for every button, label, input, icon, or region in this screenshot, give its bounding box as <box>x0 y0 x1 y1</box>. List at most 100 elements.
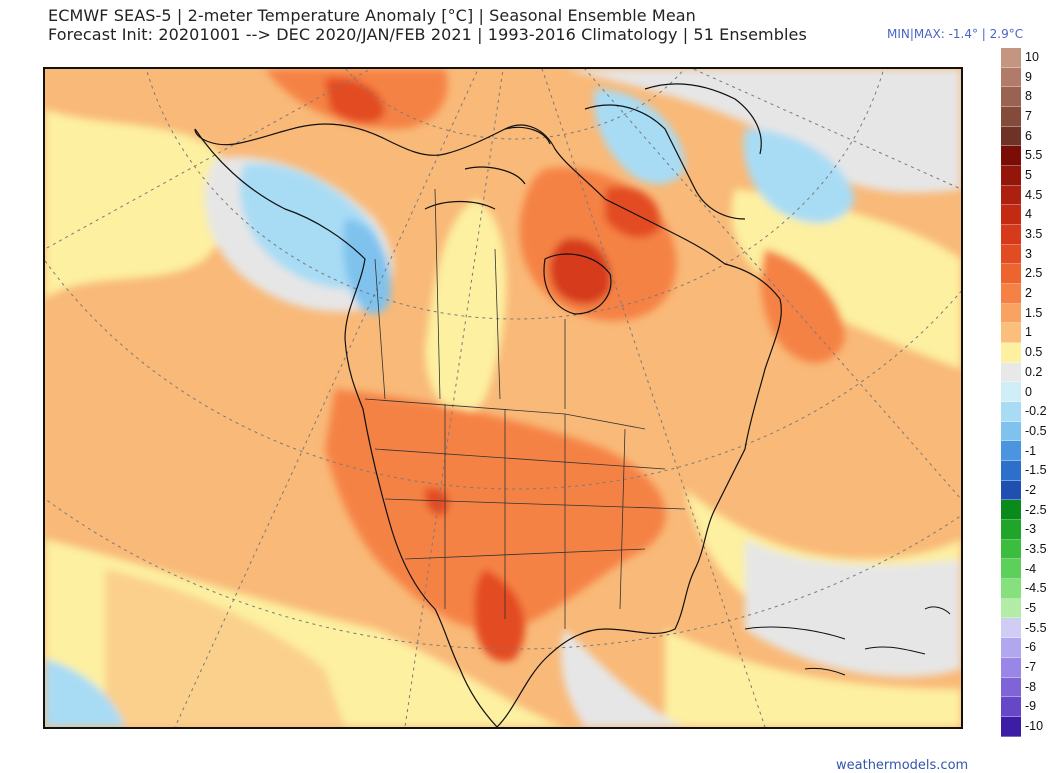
map-subtitle: Forecast Init: 20201001 --> DEC 2020/JAN… <box>48 25 807 44</box>
colorbar-label: -9 <box>1025 699 1037 714</box>
temperature-colorbar <box>1001 48 1021 737</box>
north-pacific-yellow <box>45 109 234 299</box>
colorbar-label: 1.5 <box>1025 305 1043 320</box>
colorbar-swatch <box>1001 638 1021 658</box>
colorbar-label: 3.5 <box>1025 227 1043 241</box>
colorbar-label: -0.5 <box>1025 423 1047 438</box>
watermark: weathermodels.com <box>836 758 969 773</box>
colorbar-swatch <box>1001 284 1021 304</box>
greenland-east-cold <box>743 129 855 223</box>
colorbar-swatch <box>1001 480 1021 501</box>
colorbar-label: -8 <box>1025 679 1037 694</box>
political-borders <box>364 188 686 629</box>
colorbar-label: 4 <box>1025 207 1032 222</box>
colorbar-label: 3 <box>1025 246 1032 261</box>
colorbar-swatch <box>1001 146 1021 167</box>
colorbar-label: 5 <box>1025 167 1032 182</box>
colorbar-label: -3 <box>1025 522 1037 537</box>
colorbar-label: -1 <box>1025 443 1037 458</box>
greenland-west-cold <box>594 89 685 184</box>
colorbar-label: -5.5 <box>1025 620 1047 635</box>
colorbar-swatch <box>1001 362 1021 383</box>
colorbar-swatch <box>1001 205 1021 226</box>
colorbar-label: -7 <box>1025 660 1037 675</box>
map-canvas <box>45 69 961 727</box>
colorbar-swatch <box>1001 441 1021 462</box>
colorbar-swatch <box>1001 185 1021 206</box>
colorbar-label: -4 <box>1025 561 1037 576</box>
colorbar-swatch <box>1001 598 1021 619</box>
atlantic-north-yellow <box>731 189 961 369</box>
colorbar-label: 0.2 <box>1025 364 1043 379</box>
pacific-gray <box>561 629 685 727</box>
yukon-cold-anomaly <box>343 219 391 314</box>
colorbar-swatch <box>1001 716 1021 737</box>
colorbar-swatch <box>1001 697 1021 717</box>
hudson-bay-hot-core <box>549 238 611 304</box>
colorbar-swatch <box>1001 166 1021 186</box>
colorbar-swatch <box>1001 539 1021 560</box>
colorbar-swatch <box>1001 520 1021 540</box>
colorbar-swatch <box>1001 264 1021 285</box>
colorbar-swatch <box>1001 657 1021 678</box>
colorbar-swatch <box>1001 421 1021 442</box>
colorbar-label: 5.5 <box>1025 148 1043 163</box>
title-block: ECMWF SEAS-5 | 2-meter Temperature Anoma… <box>48 6 807 44</box>
colorbar-swatch <box>1001 303 1021 324</box>
caribbean-islands <box>744 606 951 676</box>
colorbar-swatch <box>1001 677 1021 698</box>
colorbar-label: 4.5 <box>1025 187 1043 202</box>
colorbar-label: 9 <box>1025 69 1032 84</box>
colorbar-label: 2 <box>1025 286 1032 301</box>
bering-hot-core <box>325 78 385 124</box>
graticule <box>45 69 961 727</box>
colorbar-label: -3.5 <box>1025 541 1047 556</box>
colorbar-swatch <box>1001 579 1021 599</box>
colorbar-swatch <box>1001 67 1021 88</box>
colorbar-swatch <box>1001 500 1021 521</box>
colorbar-label: -1.5 <box>1025 463 1047 478</box>
colorbar-swatch <box>1001 343 1021 363</box>
coastlines <box>194 83 782 727</box>
anomaly-fields <box>45 69 961 727</box>
map-title: ECMWF SEAS-5 | 2-meter Temperature Anoma… <box>48 6 696 25</box>
colorbar-swatch <box>1001 244 1021 265</box>
colorbar-swatch <box>1001 559 1021 580</box>
colorbar-swatch <box>1001 87 1021 108</box>
anomaly-map[interactable] <box>43 67 963 729</box>
colorbar-label: -0.2 <box>1025 404 1047 419</box>
colorbar-label: 6 <box>1025 128 1032 143</box>
colorbar-label: -10 <box>1025 719 1044 734</box>
pacific-orange-blob <box>105 569 345 727</box>
colorbar-label: -2 <box>1025 482 1037 497</box>
colorbar-swatch <box>1001 126 1021 147</box>
colorbar-swatch <box>1001 618 1021 639</box>
colorbar-label: -4.5 <box>1025 581 1047 596</box>
colorbar-label: 8 <box>1025 89 1032 104</box>
colorbar-swatch <box>1001 225 1021 245</box>
colorbar-label: 7 <box>1025 108 1032 123</box>
texas-hot-core <box>474 569 525 662</box>
colorbar-label: 10 <box>1025 49 1039 64</box>
atlantic-gray <box>745 539 961 677</box>
colorbar-label: 2.5 <box>1025 266 1043 281</box>
colorbar-swatch <box>1001 402 1021 422</box>
colorbar-label: -5 <box>1025 601 1037 616</box>
colorbar-label: 0.5 <box>1025 345 1043 360</box>
southwest-hot-spot <box>424 488 449 516</box>
colorbar-label: 1 <box>1025 325 1032 340</box>
minmax-readout: MIN|MAX: -1.4° | 2.9°C <box>887 27 1024 41</box>
colorbar-swatch <box>1001 107 1021 127</box>
plains-yellow <box>425 199 507 413</box>
labrador-sea-warm <box>761 249 845 363</box>
baffin-warm-core <box>605 186 661 238</box>
colorbar-swatch <box>1001 323 1021 344</box>
colorbar-label: -2.5 <box>1025 502 1047 517</box>
conus-warm <box>325 389 666 631</box>
caribbean-yellow <box>665 629 961 727</box>
colorbar-swatch <box>1001 382 1021 403</box>
colorbar-swatch <box>1001 48 1021 68</box>
colorbar-swatch <box>1001 461 1021 481</box>
colorbar-label: 0 <box>1025 384 1032 399</box>
colorbar-label: -6 <box>1025 640 1037 655</box>
